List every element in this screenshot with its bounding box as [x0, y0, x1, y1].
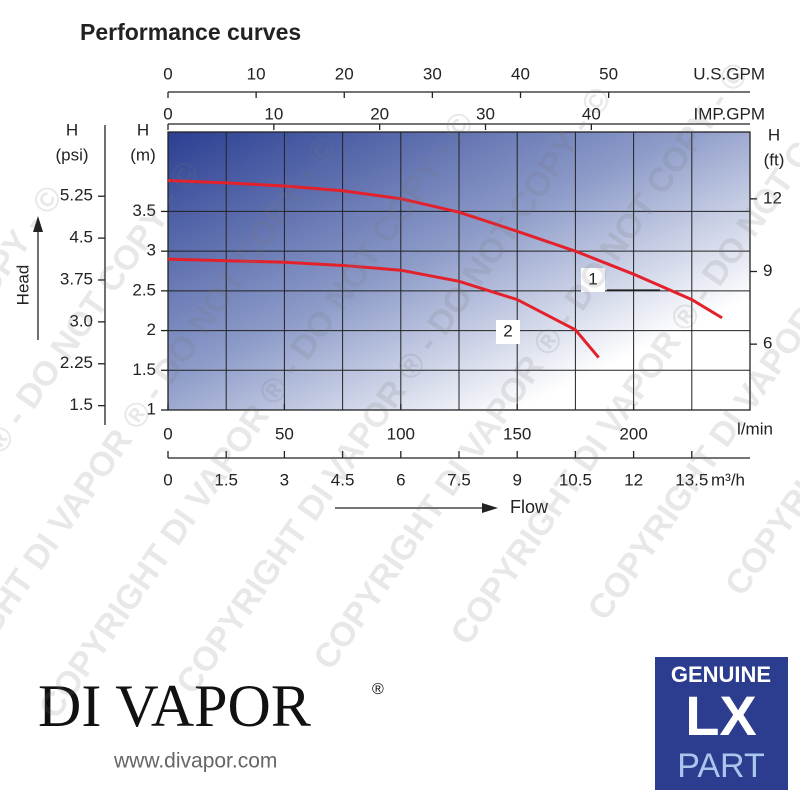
psi-axis-label: (psi) — [55, 145, 88, 164]
m3h-tick-label: 13.5 — [675, 470, 708, 489]
psi-tick-label: 5.25 — [60, 186, 93, 205]
brand-mark: ® — [372, 681, 384, 698]
x-tick-label: 100 — [387, 424, 415, 443]
top-tick-label: 10 — [264, 104, 283, 123]
y-axis-label: H — [137, 120, 149, 139]
curve-label: 2 — [503, 321, 512, 340]
psi-tick-label: 1.5 — [69, 395, 93, 414]
ft-tick-label: 9 — [763, 261, 772, 280]
y-tick-label: 1.5 — [132, 360, 156, 379]
x-tick-label: 50 — [275, 424, 294, 443]
website: www.divapor.com — [113, 750, 277, 773]
top-tick-label: 50 — [599, 64, 618, 83]
m3h-tick-label: 7.5 — [447, 470, 471, 489]
curve — [167, 257, 600, 359]
badge — [655, 657, 788, 790]
badge-top: GENUINE — [671, 662, 771, 687]
y-tick-label: 3 — [147, 241, 156, 260]
psi-axis-label: H — [66, 120, 78, 139]
top-tick-label: 0 — [163, 64, 172, 83]
m3h-tick-label: 4.5 — [331, 470, 355, 489]
m3h-axis-label: m³/h — [711, 470, 745, 489]
y-tick-label: 2 — [147, 320, 156, 339]
ft-tick-label: 12 — [763, 188, 782, 207]
curve-label-bg — [581, 268, 605, 292]
x-tick-label: 0 — [163, 424, 172, 443]
curve — [167, 178, 723, 320]
y-axis-label: (m) — [130, 145, 155, 164]
psi-tick-label: 3.75 — [60, 269, 93, 288]
psi-tick-label: 3.0 — [69, 311, 93, 330]
top-tick-label: 40 — [582, 104, 601, 123]
y-tick-label: 1 — [147, 399, 156, 418]
flow-label: Flow — [510, 497, 549, 517]
flow-arrow-head — [482, 503, 498, 513]
top-tick-label: 0 — [163, 104, 172, 123]
x-axis-label: l/min — [737, 419, 773, 438]
top-axis-label: IMP.GPM — [694, 104, 765, 123]
m3h-tick-label: 9 — [512, 470, 521, 489]
y-tick-label: 3.5 — [132, 201, 156, 220]
x-tick-label: 150 — [503, 424, 531, 443]
top-tick-label: 20 — [335, 64, 354, 83]
top-tick-label: 40 — [511, 64, 530, 83]
ft-axis-label: (ft) — [764, 150, 785, 169]
top-tick-label: 30 — [423, 64, 442, 83]
psi-tick-label: 4.5 — [69, 228, 93, 247]
curve-label-bg — [496, 320, 520, 344]
ft-axis-label: H — [768, 125, 780, 144]
m3h-tick-label: 1.5 — [214, 470, 238, 489]
m3h-tick-label: 10.5 — [559, 470, 592, 489]
top-tick-label: 20 — [370, 104, 389, 123]
m3h-tick-label: 12 — [624, 470, 643, 489]
chart-title: Performance curves — [80, 19, 301, 45]
m3h-tick-label: 6 — [396, 470, 405, 489]
m3h-tick-label: 0 — [163, 470, 172, 489]
badge-middle: LX — [685, 684, 757, 747]
badge-bottom: PART — [677, 747, 765, 785]
m3h-tick-label: 3 — [280, 470, 289, 489]
x-tick-label: 200 — [619, 424, 647, 443]
psi-tick-label: 2.25 — [60, 353, 93, 372]
top-axis-label: U.S.GPM — [693, 64, 765, 83]
brand: DI VAPOR — [38, 673, 311, 739]
ft-tick-label: 6 — [763, 334, 772, 353]
top-tick-label: 30 — [476, 104, 495, 123]
curve-label: 1 — [588, 269, 597, 288]
top-tick-label: 10 — [247, 64, 266, 83]
head-arrow-head — [33, 216, 43, 232]
y-tick-label: 2.5 — [132, 280, 156, 299]
head-label: Head — [13, 265, 32, 306]
